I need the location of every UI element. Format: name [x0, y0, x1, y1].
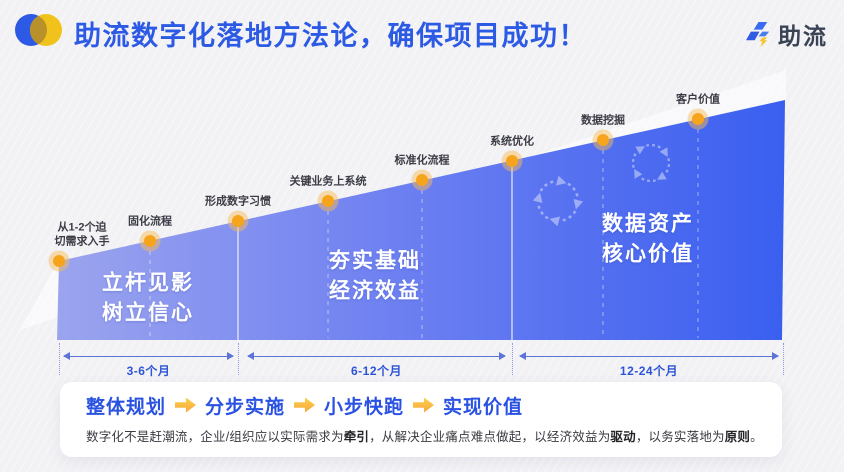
description-segment: 驱动: [610, 430, 636, 444]
milestone-dot: [597, 134, 609, 146]
duration-boundary-line: [512, 343, 513, 375]
duration-boundary-line: [783, 343, 784, 375]
milestone-label: 从1-2个迫 切需求入手: [54, 221, 110, 248]
duration-arrow: [247, 352, 506, 360]
milestone-dot: [506, 155, 518, 167]
page-title: 助流数字化落地方法论，确保项目成功！: [74, 21, 587, 51]
milestone-label: 客户价值: [676, 93, 720, 106]
duration-boundary-line: [59, 343, 60, 375]
description-segment: 牵引: [343, 430, 370, 444]
milestone-dot: [692, 113, 704, 125]
summary-description: 数字化不是赶潮流，企业/组织应以实际需求为牵引，从解决企业痛点难点做起，以经济效…: [86, 426, 782, 445]
step-label: 整体规划: [86, 396, 167, 418]
milestone-label: 标准化流程: [394, 154, 450, 167]
duration-boundary-line: [238, 343, 239, 375]
milestone-dot: [232, 215, 244, 227]
venn-logo-icon: [15, 14, 62, 46]
cycle-arrows-icon: [532, 175, 584, 227]
step-label: 分步实施: [205, 396, 286, 418]
description-segment: ，从解决企业痛点难点做起，以经济效益为: [369, 430, 611, 444]
section-title: 夯实基础 经济效益: [329, 249, 421, 303]
brand-bolt-icon: [746, 21, 770, 47]
step-label: 实现价值: [443, 396, 524, 418]
duration-arrow: [519, 352, 779, 360]
description-segment: ，以务实落地为: [635, 430, 725, 444]
description-segment: 数字化不是赶潮流，企业/组织应以实际需求为: [86, 430, 344, 444]
duration-label: 3-6个月: [126, 364, 171, 378]
methodology-steps: 整体规划 分步实施 小步快跑 实现价值: [86, 392, 782, 418]
brand-logo: 助流: [746, 17, 828, 51]
duration-label: 12-24个月: [619, 364, 679, 378]
milestone-dot: [322, 195, 334, 207]
cycle-arrows-icon: [631, 143, 671, 183]
step-arrow-icon: [413, 397, 435, 413]
milestone-label: 数据挖掘: [581, 114, 625, 127]
milestone-dot: [53, 255, 65, 267]
section-title: 立杆见影 树立信心: [102, 271, 194, 325]
description-segment: 。: [750, 430, 763, 444]
summary-card: 整体规划 分步实施 小步快跑 实现价值 数字化不是赶潮流，企业/组织应以实际需求为牵引…: [60, 382, 782, 457]
duration-label: 6-12个月: [350, 364, 403, 378]
milestone-dot: [144, 235, 156, 247]
brand-name: 助流: [778, 23, 828, 49]
milestone-label: 系统优化: [490, 135, 534, 148]
step-arrow-icon: [175, 397, 197, 413]
step-label: 小步快跑: [324, 396, 405, 418]
milestone-label: 固化流程: [128, 215, 172, 228]
description-segment: 原则: [724, 430, 751, 444]
step-arrow-icon: [294, 397, 316, 413]
milestone-label: 形成数字习惯: [205, 195, 271, 208]
milestone-dot: [416, 174, 428, 186]
duration-arrow: [63, 352, 234, 360]
milestone-label: 关键业务上系统: [289, 175, 367, 188]
section-title: 数据资产 核心价值: [602, 212, 694, 266]
